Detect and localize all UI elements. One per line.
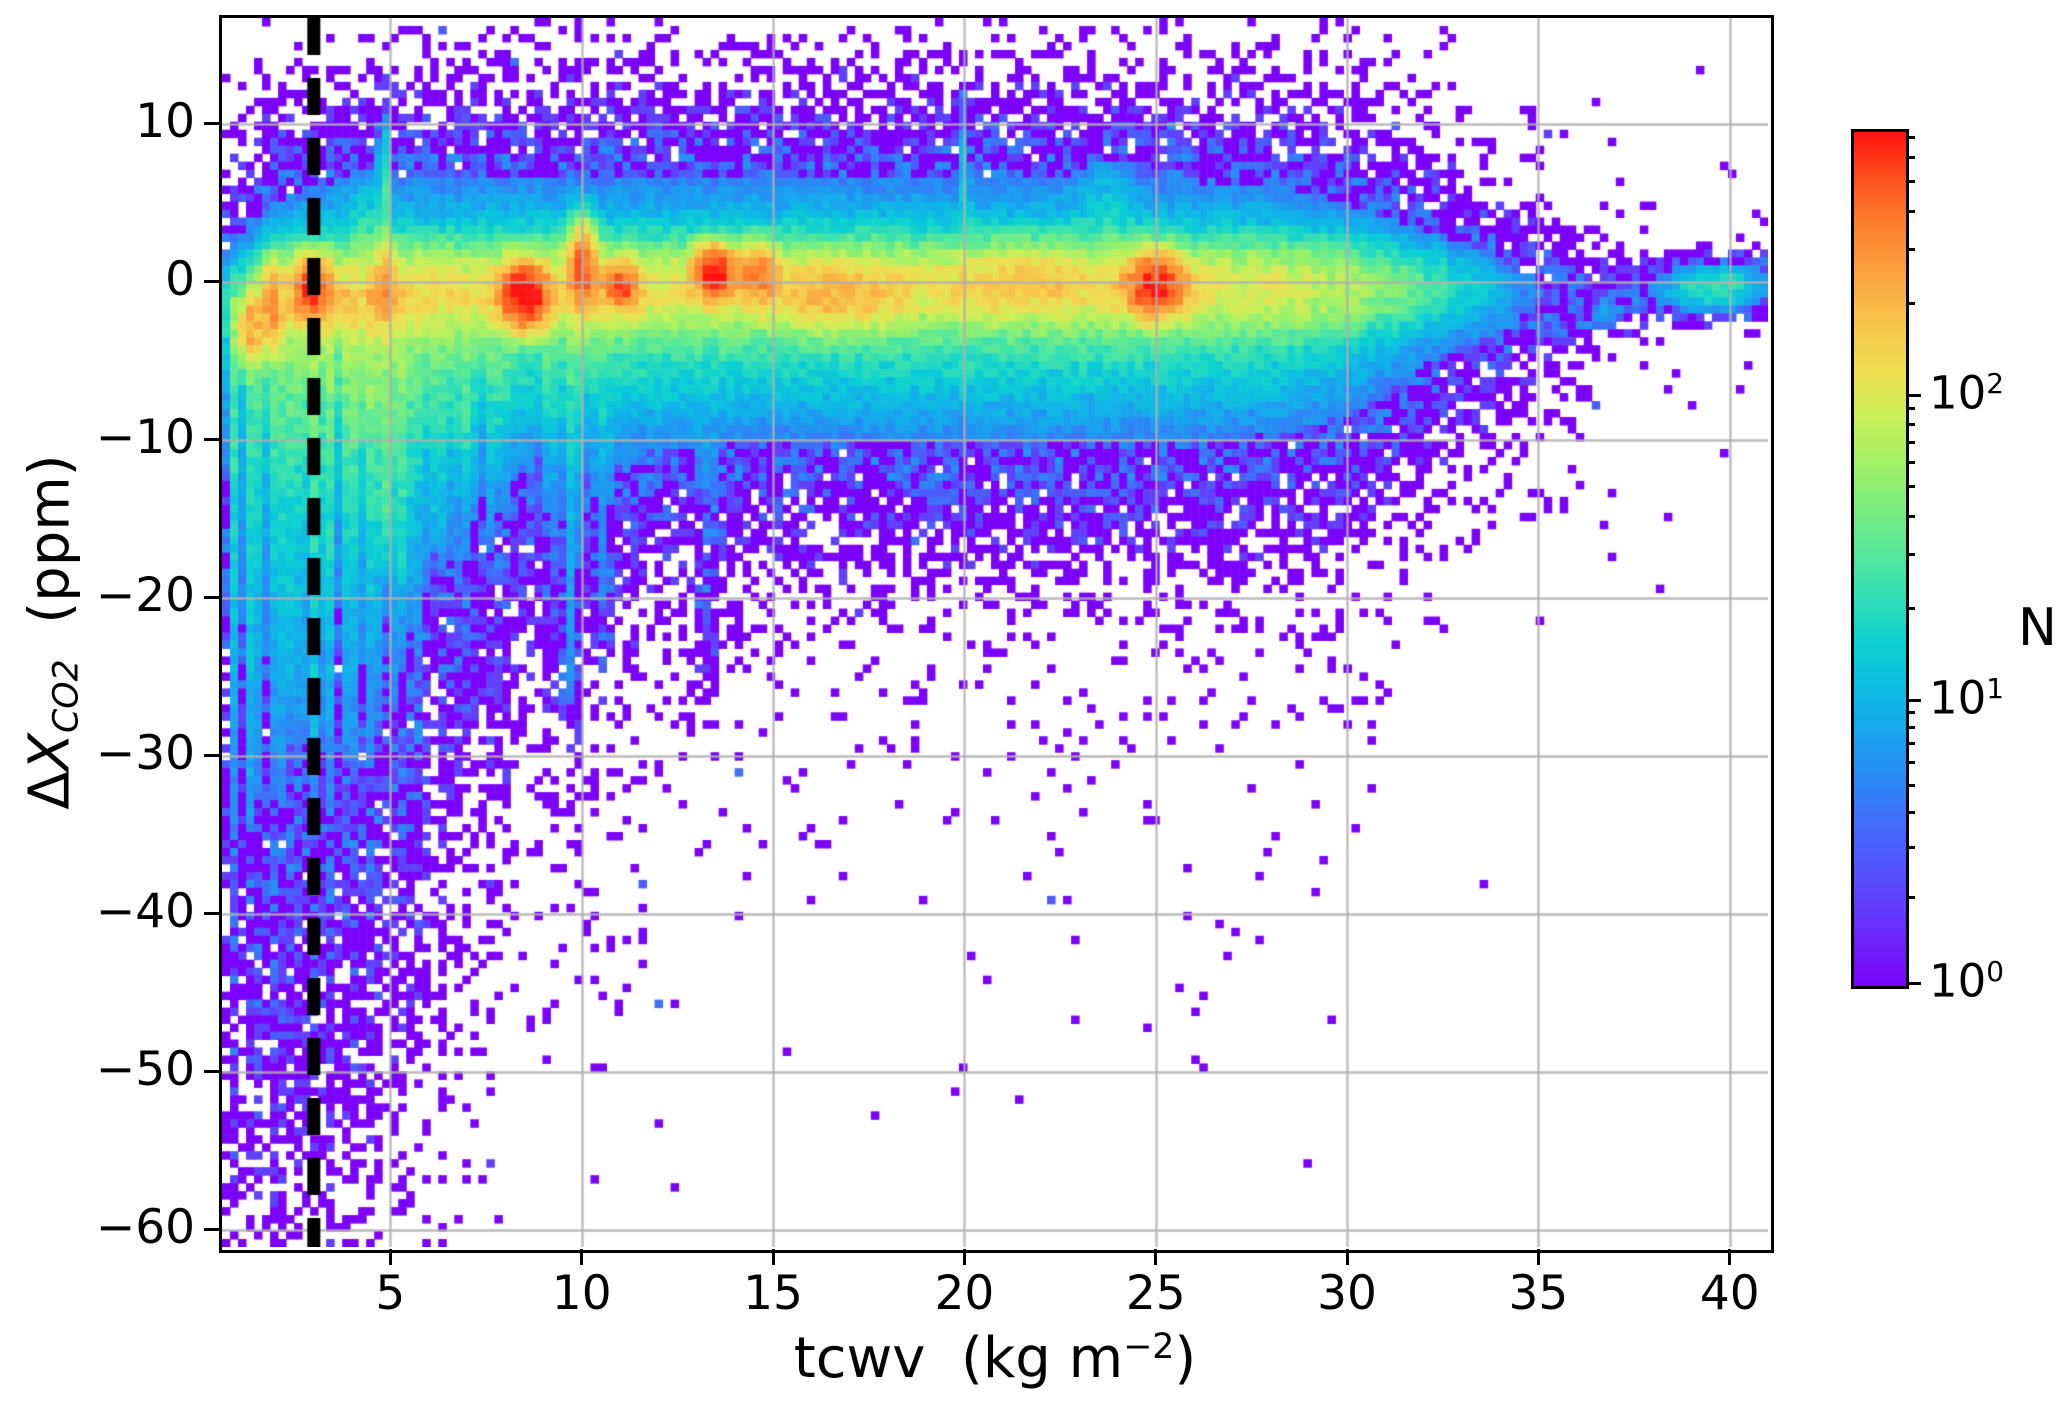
y-axis-label: ΔXCO2 (ppm) (18, 454, 87, 809)
colorbar-tick-label: 101 (1929, 672, 2005, 721)
colorbar-tick-base: 10 (1929, 954, 1987, 1008)
colorbar-tick-base: 10 (1929, 671, 1987, 725)
colorbar-minor-tick (1906, 606, 1915, 610)
colorbar-major-tick (1906, 981, 1921, 985)
colorbar-major-tick (1906, 393, 1921, 397)
x-tick-label: 15 (743, 1266, 803, 1321)
x-tick-label: 25 (1125, 1266, 1186, 1321)
colorbar-minor-tick (1906, 485, 1915, 489)
y-tick-mark (204, 1070, 220, 1074)
colorbar-minor-tick (1906, 156, 1915, 160)
x-tick-mark (771, 1249, 775, 1265)
x-tick-mark (388, 1249, 392, 1265)
y-axis-label-unit: (ppm) (17, 454, 83, 660)
y-tick-mark (204, 122, 220, 126)
y-axis-label-subscript: CO2 (46, 659, 87, 733)
x-tick-label: 10 (551, 1266, 612, 1321)
colorbar-minor-tick (1906, 811, 1915, 815)
y-axis-label-delta: Δ (17, 771, 83, 810)
colorbar-minor-tick (1906, 711, 1915, 715)
x-axis-label: tcwv (kg m−2) (794, 1326, 1197, 1391)
y-tick-mark (204, 754, 220, 758)
y-tick-label: 0 (165, 251, 195, 307)
colorbar-tick-exponent: 2 (1986, 367, 2005, 400)
y-tick-mark (204, 1228, 220, 1232)
x-tick-label: 30 (1317, 1266, 1377, 1321)
colorbar-gradient (1854, 132, 1906, 986)
colorbar-title: N (2018, 598, 2057, 658)
y-tick-mark (204, 596, 220, 600)
colorbar-minor-tick (1906, 209, 1915, 213)
colorbar-minor-tick (1906, 180, 1915, 184)
x-tick-mark (962, 1249, 966, 1265)
heatmap-canvas (222, 18, 1768, 1247)
colorbar-minor-tick (1906, 761, 1915, 765)
colorbar-minor-tick (1906, 742, 1915, 746)
y-tick-mark (204, 438, 220, 442)
colorbar-minor-tick (1906, 423, 1915, 427)
x-tick-label: 35 (1508, 1266, 1569, 1321)
y-tick-label: 10 (135, 93, 195, 149)
colorbar-minor-tick (1906, 247, 1915, 251)
x-tick-label: 40 (1699, 1266, 1760, 1321)
colorbar-minor-tick (1906, 846, 1915, 850)
y-tick-label: −50 (95, 1041, 195, 1097)
plot-area (222, 18, 1768, 1247)
y-tick-label: −20 (95, 567, 195, 623)
colorbar-tick-base: 10 (1929, 366, 1987, 420)
y-axis-label-variable: X (17, 732, 83, 772)
colorbar-tick-label: 102 (1929, 367, 2005, 416)
colorbar-minor-tick (1906, 407, 1915, 411)
x-axis-label-close: ) (1174, 1326, 1197, 1391)
colorbar (1851, 129, 1909, 989)
y-tick-label: −10 (95, 409, 195, 465)
x-tick-mark (580, 1249, 584, 1265)
x-axis-label-text: tcwv (kg m (793, 1326, 1124, 1391)
colorbar-minor-tick (1906, 461, 1915, 465)
colorbar-minor-tick (1906, 135, 1915, 139)
colorbar-tick-exponent: 1 (1986, 672, 2005, 705)
colorbar-major-tick (1906, 698, 1921, 702)
colorbar-minor-tick (1906, 783, 1915, 787)
x-tick-mark (1345, 1249, 1349, 1265)
x-axis-label-exponent: −2 (1123, 1326, 1175, 1367)
y-tick-mark (204, 280, 220, 284)
colorbar-tick-label: 100 (1929, 955, 2005, 1004)
y-tick-label: −60 (95, 1199, 195, 1255)
colorbar-minor-tick (1906, 725, 1915, 729)
y-tick-label: −30 (95, 725, 195, 781)
x-tick-label: 5 (375, 1266, 406, 1321)
x-tick-label: 20 (934, 1266, 995, 1321)
x-tick-mark (1536, 1249, 1540, 1265)
y-tick-mark (204, 912, 220, 916)
colorbar-tick-exponent: 0 (1986, 955, 2005, 988)
colorbar-minor-tick (1906, 514, 1915, 518)
y-tick-label: −40 (95, 883, 195, 939)
colorbar-minor-tick (1906, 896, 1915, 900)
x-tick-mark (1728, 1249, 1732, 1265)
colorbar-minor-tick (1906, 440, 1915, 444)
colorbar-minor-tick (1906, 552, 1915, 556)
colorbar-minor-tick (1906, 301, 1915, 305)
x-tick-mark (1154, 1249, 1158, 1265)
